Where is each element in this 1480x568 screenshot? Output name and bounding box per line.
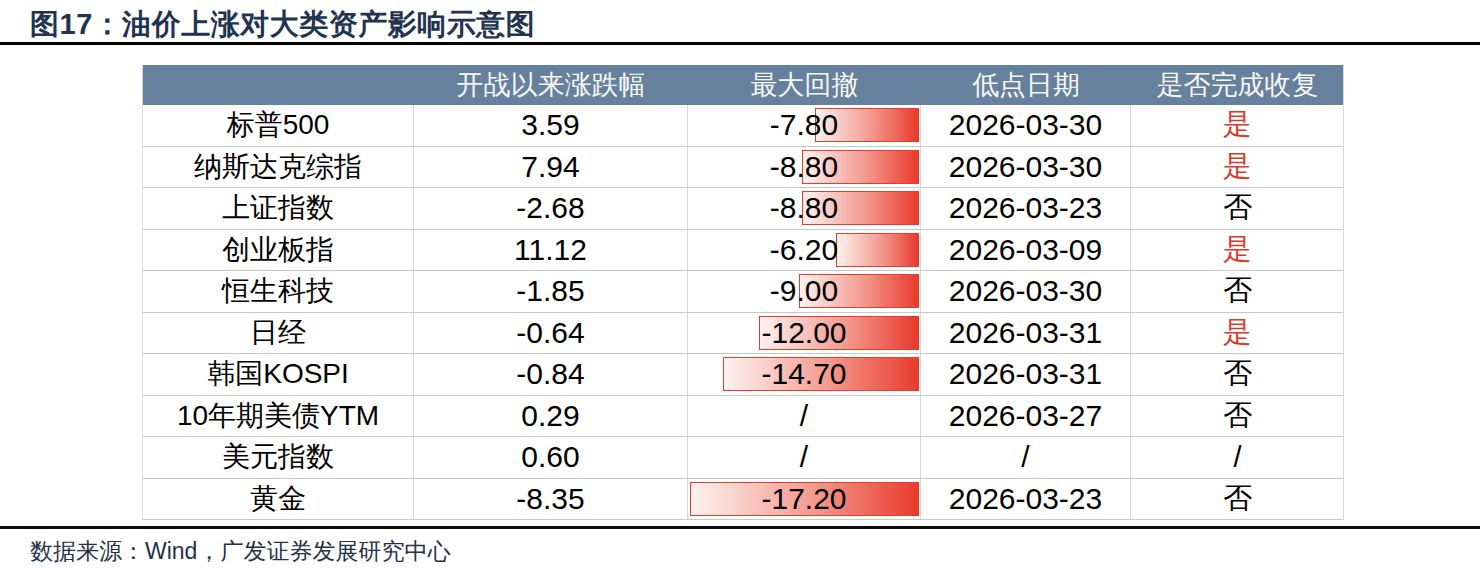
table-row: 创业板指 11.12 -6.20 2026-03-09 是 [143, 230, 1343, 272]
header-recovered: 是否完成收复 [1131, 65, 1344, 105]
data-source: 数据来源：Wind，广发证券发展研究中心 [30, 536, 450, 567]
change-cell: -0.84 [414, 354, 688, 395]
change-cell: 3.59 [414, 105, 688, 146]
low-date-cell: 2026-03-31 [921, 354, 1131, 395]
change-cell: -2.68 [414, 188, 688, 229]
low-date-cell: 2026-03-23 [921, 188, 1131, 229]
figure-title: 图17：油价上涨对大类资产影响示意图 [30, 5, 535, 45]
drawdown-cell: -8.80 [688, 147, 921, 188]
low-date-cell: / [921, 437, 1131, 478]
footer-divider [0, 526, 1480, 529]
low-date-cell: 2026-03-30 [921, 147, 1131, 188]
drawdown-value: -9.00 [770, 274, 838, 308]
asset-name-cell: 韩国KOSPI [143, 354, 414, 395]
change-cell: 7.94 [414, 147, 688, 188]
drawdown-value: -14.70 [761, 357, 846, 391]
low-date-cell: 2026-03-30 [921, 105, 1131, 146]
recovered-cell: 否 [1131, 479, 1344, 520]
drawdown-cell: -8.80 [688, 188, 921, 229]
header-max-drawdown: 最大回撤 [688, 65, 921, 105]
table-row: 恒生科技 -1.85 -9.00 2026-03-30 否 [143, 271, 1343, 313]
drawdown-cell: -9.00 [688, 271, 921, 312]
drawdown-cell: / [688, 396, 921, 437]
recovered-cell: 否 [1131, 271, 1344, 312]
asset-name-cell: 标普500 [143, 105, 414, 146]
change-cell: 0.60 [414, 437, 688, 478]
asset-name-cell: 上证指数 [143, 188, 414, 229]
recovered-cell: 是 [1131, 105, 1344, 146]
drawdown-cell: -6.20 [688, 230, 921, 271]
asset-name-cell: 黄金 [143, 479, 414, 520]
drawdown-cell: -12.00 [688, 313, 921, 354]
table-row: 纳斯达克综指 7.94 -8.80 2026-03-30 是 [143, 147, 1343, 189]
drawdown-value: -6.20 [770, 233, 838, 267]
change-cell: -0.64 [414, 313, 688, 354]
drawdown-cell: -14.70 [688, 354, 921, 395]
low-date-cell: 2026-03-31 [921, 313, 1131, 354]
recovered-cell: 是 [1131, 230, 1344, 271]
asset-impact-table: 开战以来涨跌幅 最大回撤 低点日期 是否完成收复 标普500 3.59 -7.8… [142, 65, 1344, 520]
table-row: 美元指数 0.60 / / / [143, 437, 1343, 479]
table-row: 韩国KOSPI -0.84 -14.70 2026-03-31 否 [143, 354, 1343, 396]
low-date-cell: 2026-03-30 [921, 271, 1131, 312]
asset-name-cell: 10年期美债YTM [143, 396, 414, 437]
asset-name-cell: 日经 [143, 313, 414, 354]
recovered-cell: 是 [1131, 147, 1344, 188]
low-date-cell: 2026-03-23 [921, 479, 1131, 520]
header-asset-name [143, 65, 414, 105]
table-row: 黄金 -8.35 -17.20 2026-03-23 否 [143, 479, 1343, 521]
change-cell: -1.85 [414, 271, 688, 312]
table-body: 标普500 3.59 -7.80 2026-03-30 是 纳斯达克综指 7.9… [143, 105, 1343, 520]
recovered-cell: 否 [1131, 396, 1344, 437]
asset-name-cell: 纳斯达克综指 [143, 147, 414, 188]
drawdown-value: -7.80 [770, 108, 838, 142]
table-row: 日经 -0.64 -12.00 2026-03-31 是 [143, 313, 1343, 355]
title-divider [0, 42, 1480, 45]
low-date-cell: 2026-03-09 [921, 230, 1131, 271]
drawdown-cell: -7.80 [688, 105, 921, 146]
table-header-row: 开战以来涨跌幅 最大回撤 低点日期 是否完成收复 [143, 65, 1343, 105]
drawdown-value: -17.20 [761, 482, 846, 516]
drawdown-bar [836, 233, 919, 267]
table-row: 10年期美债YTM 0.29 / 2026-03-27 否 [143, 396, 1343, 438]
recovered-cell: 否 [1131, 354, 1344, 395]
asset-name-cell: 创业板指 [143, 230, 414, 271]
recovered-cell: 是 [1131, 313, 1344, 354]
drawdown-value: -8.80 [770, 191, 838, 225]
change-cell: 0.29 [414, 396, 688, 437]
drawdown-value: / [800, 440, 808, 474]
header-low-date: 低点日期 [921, 65, 1131, 105]
table-row: 上证指数 -2.68 -8.80 2026-03-23 否 [143, 188, 1343, 230]
drawdown-cell: -17.20 [688, 479, 921, 520]
drawdown-cell: / [688, 437, 921, 478]
drawdown-value: -8.80 [770, 150, 838, 184]
low-date-cell: 2026-03-27 [921, 396, 1131, 437]
asset-name-cell: 美元指数 [143, 437, 414, 478]
change-cell: 11.12 [414, 230, 688, 271]
header-change-since-war: 开战以来涨跌幅 [414, 65, 688, 105]
recovered-cell: 否 [1131, 188, 1344, 229]
drawdown-value: -12.00 [761, 316, 846, 350]
table-row: 标普500 3.59 -7.80 2026-03-30 是 [143, 105, 1343, 147]
drawdown-value: / [800, 399, 808, 433]
recovered-cell: / [1131, 437, 1344, 478]
change-cell: -8.35 [414, 479, 688, 520]
asset-name-cell: 恒生科技 [143, 271, 414, 312]
